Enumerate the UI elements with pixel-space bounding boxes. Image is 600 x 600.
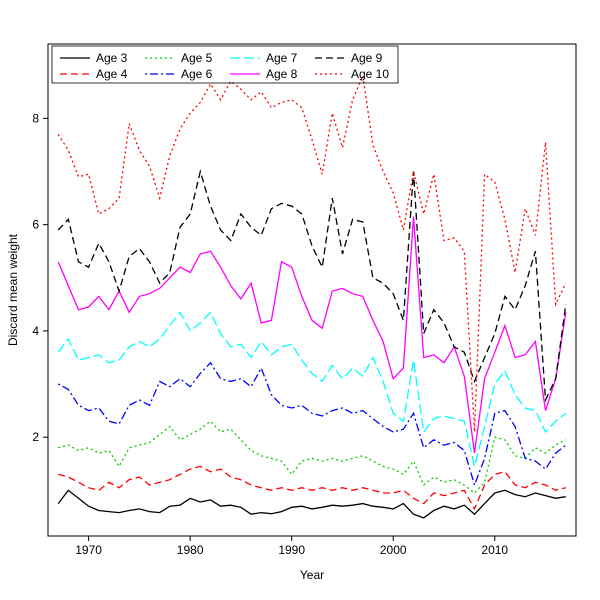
y-axis-tick-label: 2 — [32, 430, 39, 444]
series-line-age-9 — [57, 168, 567, 403]
series-line-age-3 — [57, 489, 566, 519]
legend-label-age-3: Age 3 — [96, 51, 128, 65]
plot-frame — [47, 43, 577, 537]
y-axis-tick-label: 4 — [32, 324, 39, 338]
x-axis-tick-label: 1970 — [75, 543, 102, 557]
legend-label-age-6: Age 6 — [181, 67, 213, 81]
legend-label-age-4: Age 4 — [96, 67, 128, 81]
y-axis-title: Discard mean weight — [6, 233, 20, 346]
series-line-age-4 — [58, 465, 566, 511]
series-lines — [57, 73, 567, 519]
legend-label-age-5: Age 5 — [181, 51, 213, 65]
x-axis-tick-label: 2010 — [481, 543, 508, 557]
plot-box — [47, 43, 577, 537]
series-line-age-7 — [57, 311, 567, 467]
y-axis-tick-label: 8 — [32, 111, 39, 125]
legend-label-age-10: Age 10 — [351, 67, 389, 81]
legend-label-age-9: Age 9 — [351, 51, 383, 65]
series-line-age-10 — [57, 73, 567, 432]
legend-box — [51, 45, 399, 84]
y-axis-tick-label: 6 — [32, 218, 39, 232]
series-line-age-6 — [57, 361, 567, 488]
legend-label-age-7: Age 7 — [266, 51, 298, 65]
x-axis-tick-label: 2000 — [380, 543, 407, 557]
legend-label-age-8: Age 8 — [266, 67, 298, 81]
series-line-age-8 — [57, 216, 567, 454]
legend: Age 3 Age 4 Age 5 Age 6 Age 7 Age 8 Age 9 Age 1… — [51, 45, 399, 84]
series-line-age-5 — [58, 420, 567, 494]
axis-ticks: 1970 1980 1990 2000 2010 2 4 6 8 — [32, 111, 508, 557]
x-axis-tick-label: 1990 — [278, 543, 305, 557]
x-axis-title: Year — [300, 568, 324, 582]
x-axis-tick-label: 1980 — [177, 543, 204, 557]
